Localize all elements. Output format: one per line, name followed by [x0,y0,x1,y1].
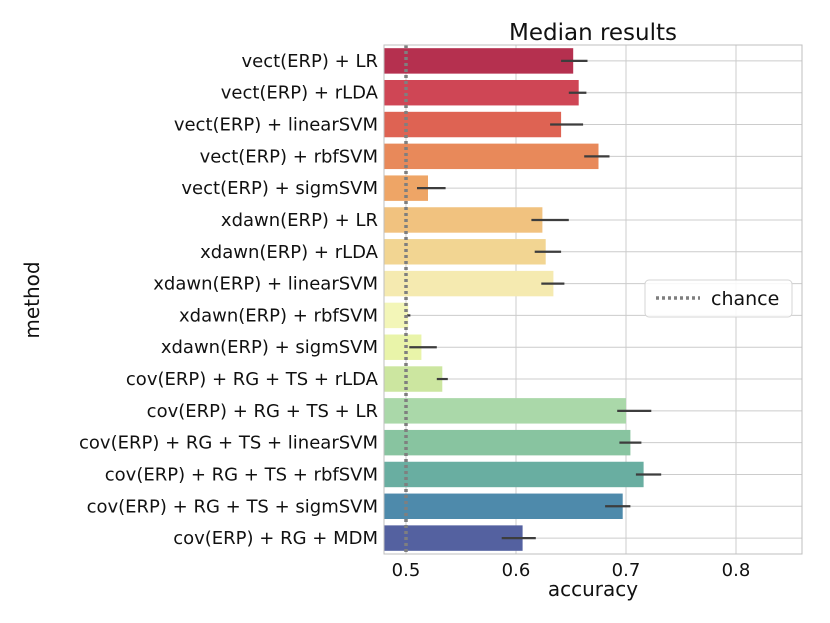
bar [384,493,623,520]
x-tick-label: 0.5 [392,560,421,581]
bar [384,79,579,106]
x-tick-layer: 0.5 0.6 0.7 0.8 [392,560,751,581]
category-label: cov(ERP) + RG + TS + rLDA [126,369,379,390]
bar [384,398,626,424]
chart-title: Median results [509,20,677,46]
bar [384,111,562,138]
category-label: cov(ERP) + RG + TS + linearSVM [79,433,378,454]
x-tick-label: 0.8 [722,560,751,581]
x-tick-label: 0.6 [502,560,531,581]
category-label: xdawn(ERP) + sigmSVM [161,337,378,358]
category-label: vect(ERP) + LR [241,51,378,72]
legend: chance [644,279,793,318]
bar [384,429,631,456]
error-bar-layer [407,59,662,540]
category-label: xdawn(ERP) + rLDA [200,242,379,263]
bar [384,366,443,392]
category-label: xdawn(ERP) + rbfSVM [179,305,378,326]
legend-chance-label: chance [711,288,779,310]
category-label: vect(ERP) + sigmSVM [181,178,378,199]
x-axis-title: accuracy [548,577,638,601]
category-label: vect(ERP) + linearSVM [174,115,378,136]
bar [384,461,644,488]
bar [384,239,546,265]
bar-layer [384,48,644,551]
bar [384,143,599,170]
y-axis-title: method [20,261,44,338]
bar [384,302,409,329]
legend-box [644,279,793,318]
category-label: vect(ERP) + rLDA [221,83,379,104]
plot-frame [383,44,803,555]
category-label: cov(ERP) + RG + TS + LR [147,401,378,422]
category-label: xdawn(ERP) + linearSVM [153,274,378,295]
category-label: cov(ERP) + RG + TS + rbfSVM [105,464,378,485]
category-label-layer: vect(ERP) + LR vect(ERP) + rLDA vect(ERP) … [79,51,379,549]
bar [384,207,543,233]
category-label: cov(ERP) + RG + TS + sigmSVM [87,496,378,517]
bar [384,270,554,297]
bar [384,48,574,74]
category-label: cov(ERP) + RG + MDM [173,528,378,549]
x-tick-label: 0.7 [612,560,641,581]
category-label: vect(ERP) + rbfSVM [200,146,378,167]
category-label: xdawn(ERP) + LR [221,210,378,231]
